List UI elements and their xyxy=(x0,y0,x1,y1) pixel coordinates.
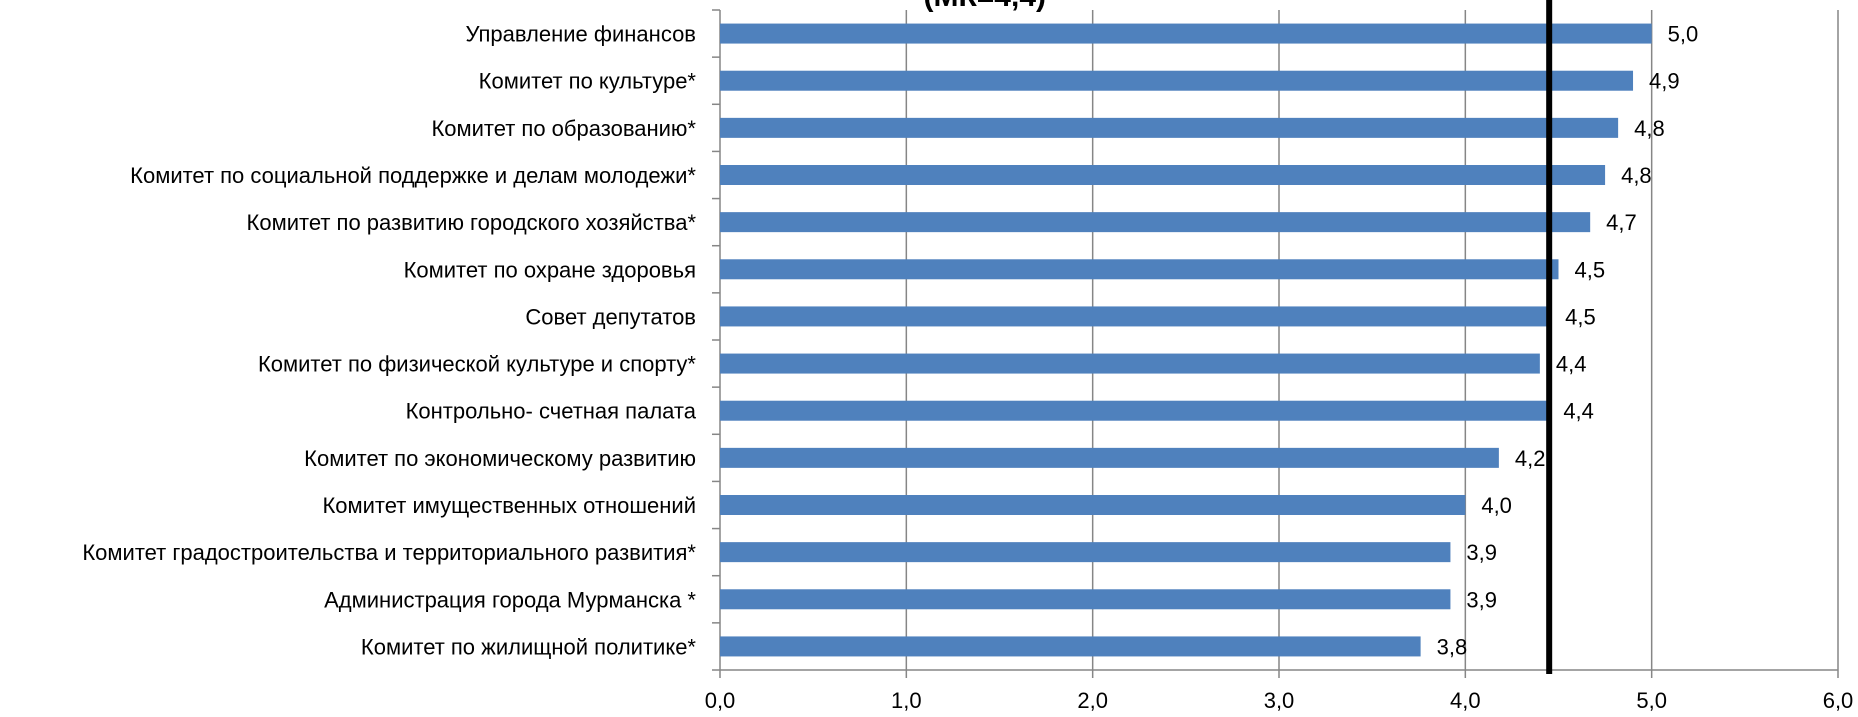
category-label: Совет депутатов xyxy=(525,304,696,329)
bar xyxy=(720,353,1540,374)
category-label: Комитет по жилищной политике* xyxy=(361,634,697,659)
chart-title: (МК=4,4) xyxy=(923,0,1046,13)
bar xyxy=(720,165,1606,185)
category-label: Комитет по экономическому развитию xyxy=(304,446,696,471)
data-label: 4,0 xyxy=(1481,493,1512,518)
bar xyxy=(720,542,1451,563)
data-label: 4,9 xyxy=(1649,69,1680,94)
bar xyxy=(720,636,1421,657)
category-label: Комитет по развитию городского хозяйства… xyxy=(247,210,697,235)
category-label: Комитет по социальной поддержке и делам … xyxy=(130,163,696,188)
data-label: 5,0 xyxy=(1668,22,1699,47)
data-label: 4,8 xyxy=(1621,163,1652,188)
category-label: Контрольно- счетная палата xyxy=(406,399,697,424)
data-label: 4,4 xyxy=(1556,352,1587,377)
bar xyxy=(720,23,1652,44)
category-label: Комитет имущественных отношений xyxy=(322,493,696,518)
x-tick-label: 5,0 xyxy=(1636,688,1667,713)
data-label: 4,5 xyxy=(1565,304,1596,329)
x-tick-label: 0,0 xyxy=(705,688,736,713)
category-label: Комитет по образованию* xyxy=(431,116,696,141)
bar xyxy=(720,589,1451,610)
bar xyxy=(720,117,1619,138)
x-tick-label: 1,0 xyxy=(891,688,922,713)
bar xyxy=(720,495,1466,515)
data-label: 3,8 xyxy=(1437,634,1468,659)
category-label: Комитет градостроительства и территориал… xyxy=(82,540,696,565)
data-label: 4,7 xyxy=(1606,210,1637,235)
bar xyxy=(720,259,1559,280)
x-tick-label: 3,0 xyxy=(1264,688,1295,713)
x-tick-label: 6,0 xyxy=(1823,688,1854,713)
bar xyxy=(720,400,1548,421)
category-label: Комитет по охране здоровья xyxy=(404,257,696,282)
category-label: Администрация города Мурманска * xyxy=(324,587,696,612)
category-label: Комитет по культуре* xyxy=(479,69,697,94)
bar xyxy=(720,306,1550,327)
x-tick-label: 2,0 xyxy=(1077,688,1108,713)
category-label: Управление финансов xyxy=(465,22,696,47)
data-label: 4,8 xyxy=(1634,116,1665,141)
bar xyxy=(720,447,1499,468)
data-label: 3,9 xyxy=(1466,587,1497,612)
x-tick-label: 4,0 xyxy=(1450,688,1481,713)
category-label: Комитет по физической культуре и спорту* xyxy=(258,352,696,377)
data-label: 4,5 xyxy=(1575,257,1606,282)
bar xyxy=(720,70,1634,91)
data-label: 4,4 xyxy=(1563,399,1594,424)
data-label: 3,9 xyxy=(1466,540,1497,565)
bar xyxy=(720,212,1591,233)
data-label: 4,2 xyxy=(1515,446,1546,471)
